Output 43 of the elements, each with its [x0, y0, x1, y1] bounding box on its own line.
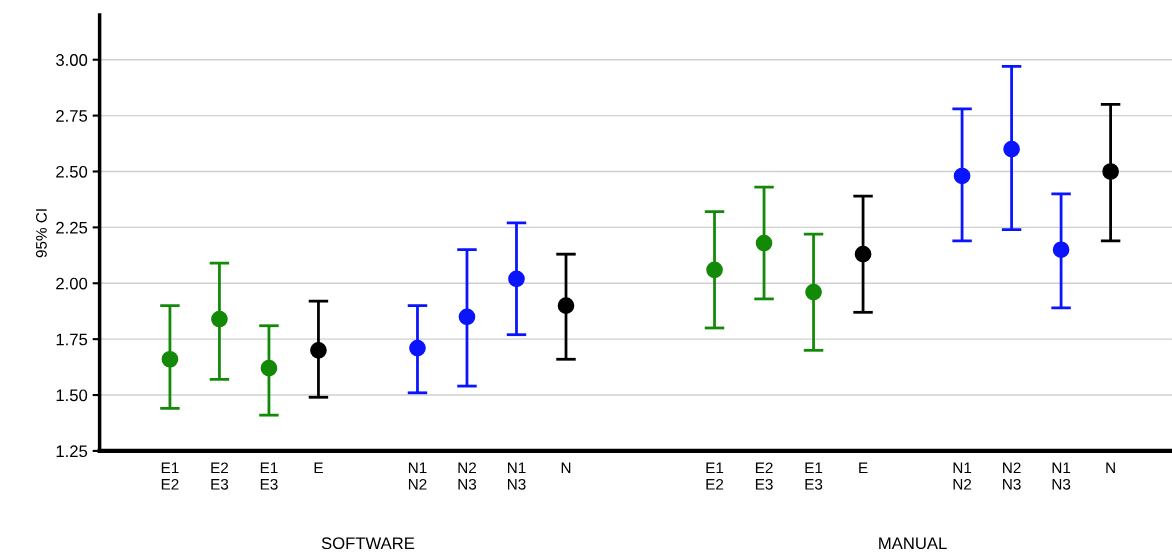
x-tick-label: E1 E2	[706, 462, 724, 490]
text: SOFTWARE	[321, 537, 415, 550]
point	[508, 270, 525, 288]
x-tick-label: N2 N3	[1003, 462, 1021, 490]
text: MANUAL	[879, 537, 947, 550]
x-tick-label: N	[1106, 462, 1115, 474]
x-tick-label: E2 E3	[755, 462, 773, 490]
point	[854, 245, 872, 263]
point	[1003, 140, 1020, 158]
point	[161, 350, 179, 368]
point	[409, 339, 426, 357]
point	[755, 234, 773, 252]
x-tick-label: E1 E2	[161, 462, 179, 490]
x-tick-label: E2 E3	[211, 462, 229, 490]
x-tick-label: N2 N3	[458, 462, 477, 490]
y-tick-label: 2.00	[56, 277, 88, 290]
y-axis-title: 95% CI	[35, 209, 47, 258]
y-tick-label: 1.25	[56, 445, 88, 458]
point	[805, 283, 822, 301]
y-tick-label: 2.75	[56, 110, 88, 122]
point	[310, 341, 327, 359]
x-tick-label: N1 N3	[1052, 462, 1071, 490]
y-tick-label: 2.50	[56, 165, 88, 178]
y-tick-label: 3.00	[56, 54, 88, 66]
x-tick-label: E1 E3	[805, 462, 823, 490]
y-tick-label: 2.25	[56, 221, 88, 234]
point	[1102, 163, 1119, 180]
x-tick-label: E1 E3	[260, 462, 278, 490]
point	[211, 310, 228, 328]
x-tick-label: E	[859, 462, 868, 474]
y-tick-label: 1.75	[56, 333, 88, 346]
x-tick-label: N1 N3	[507, 462, 526, 490]
point	[1052, 241, 1070, 259]
x-tick-label: N1 N2	[408, 462, 427, 490]
point	[706, 261, 723, 279]
point	[953, 167, 971, 185]
point	[458, 308, 476, 326]
x-tick-label: E	[314, 462, 323, 474]
point	[557, 297, 575, 314]
point	[260, 359, 278, 377]
x-tick-label: N	[561, 462, 571, 474]
y-tick-label: 1.50	[56, 389, 88, 402]
x-tick-label: N1 N2	[953, 462, 972, 490]
